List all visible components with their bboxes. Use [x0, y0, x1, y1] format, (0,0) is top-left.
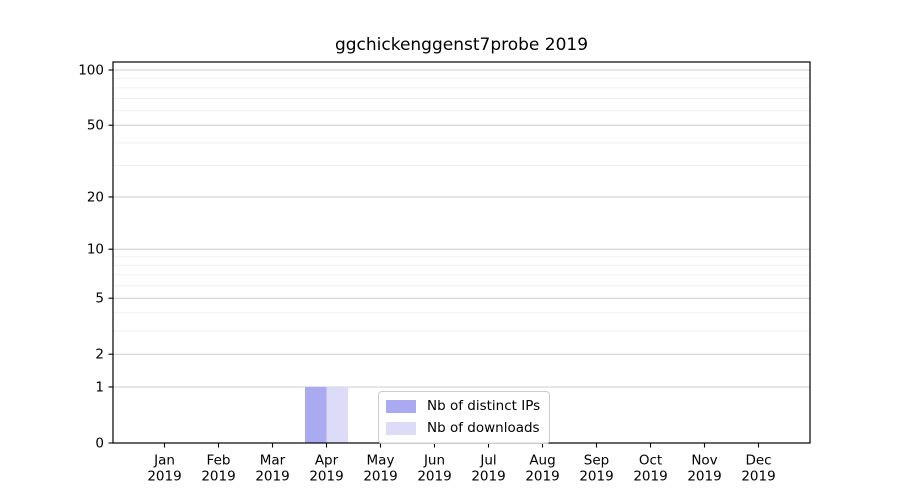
bar	[305, 386, 327, 443]
y-tick-label: 5	[95, 291, 104, 307]
x-tick-label-month: May	[367, 453, 395, 469]
y-tick-label: 20	[87, 189, 104, 205]
plot-border	[112, 61, 811, 444]
legend-swatch	[386, 422, 416, 435]
x-tick-label-month: Apr	[315, 453, 339, 469]
legend-label: Nb of downloads	[427, 420, 540, 436]
x-tick-label-year: 2019	[309, 469, 343, 485]
y-tick-label: 50	[87, 118, 104, 134]
x-tick-label-month: Oct	[639, 453, 662, 469]
x-tick-label-year: 2019	[633, 469, 667, 485]
x-tick-label-month: Dec	[745, 453, 771, 469]
legend-item: Nb of downloads	[386, 420, 540, 437]
x-tick-label-year: 2019	[741, 469, 775, 485]
y-tick-label: 1	[95, 379, 104, 395]
y-tick-label: 0	[95, 436, 104, 452]
x-tick-label-month: Jul	[479, 453, 496, 469]
x-tick-label-year: 2019	[363, 469, 397, 485]
x-tick-label-month: Mar	[260, 453, 286, 469]
legend: Nb of distinct IPs Nb of downloads	[378, 391, 551, 444]
x-tick-label-month: Aug	[529, 453, 555, 469]
bar	[326, 386, 348, 443]
x-tick-label-year: 2019	[579, 469, 613, 485]
y-tick-label: 100	[78, 63, 104, 79]
x-tick-label-year: 2019	[525, 469, 559, 485]
x-tick-label-year: 2019	[201, 469, 235, 485]
x-tick-label-month: Sep	[584, 453, 609, 469]
x-tick-label-year: 2019	[687, 469, 721, 485]
x-tick-label-month: Feb	[207, 453, 231, 469]
x-tick-label-year: 2019	[471, 469, 505, 485]
x-tick-label-year: 2019	[417, 469, 451, 485]
legend-item: Nb of distinct IPs	[386, 398, 540, 415]
chart-title: ggchickenggenst7probe 2019	[334, 35, 589, 55]
x-tick-label-month: Jan	[153, 453, 175, 469]
legend-swatch	[386, 400, 416, 413]
y-tick-label: 10	[87, 242, 104, 258]
y-tick-label: 2	[95, 347, 104, 363]
x-tick-label-month: Jun	[423, 453, 445, 469]
legend-label: Nb of distinct IPs	[427, 398, 541, 414]
x-tick-label-year: 2019	[147, 469, 181, 485]
x-tick-label-month: Nov	[691, 453, 717, 469]
x-tick-label-year: 2019	[255, 469, 289, 485]
